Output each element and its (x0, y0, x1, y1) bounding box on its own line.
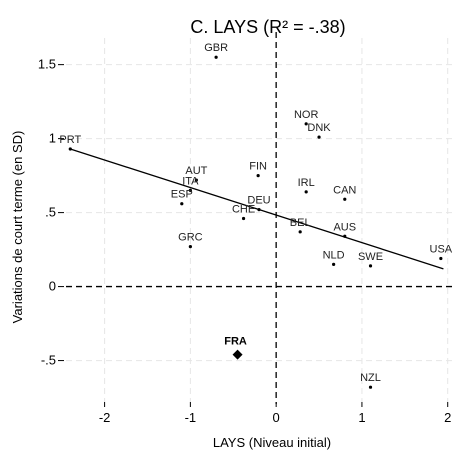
point-label: GBR (204, 42, 228, 54)
point-label: ESP (171, 189, 193, 201)
y-axis-label: Variations de court terme (en SD) (10, 131, 25, 324)
reference-lines (66, 32, 452, 404)
data-point (439, 256, 443, 261)
data-point (298, 230, 302, 234)
data-point (256, 174, 260, 178)
point-label: NLD (323, 249, 345, 261)
y-tick-label: -.5 (41, 353, 56, 368)
data-point (214, 55, 218, 59)
data-point (188, 245, 192, 249)
data-point (343, 197, 347, 201)
point-label: NZL (360, 372, 381, 384)
y-tick-label: .5 (45, 205, 56, 220)
point-label: AUT (185, 165, 207, 177)
point-label: GRC (178, 232, 203, 244)
point-label: FIN (249, 161, 267, 173)
highlight-point (232, 349, 243, 360)
point-label: DEU (247, 195, 270, 207)
fit-line (70, 148, 444, 270)
data-point (68, 147, 72, 151)
data-point (343, 234, 347, 238)
data-point (317, 135, 321, 139)
point-label: IRL (298, 177, 315, 189)
grid-layer (66, 38, 452, 402)
x-tick-label: -2 (99, 410, 111, 425)
data-point (368, 385, 373, 389)
data-point (241, 216, 246, 221)
data-point (304, 190, 308, 194)
x-tick-label: 0 (273, 410, 280, 425)
data-point (332, 262, 336, 266)
point-label: CHE (232, 204, 255, 216)
point-label: ITA (182, 175, 199, 187)
y-tick-label: 0 (49, 279, 56, 294)
point-label: SWE (358, 251, 383, 263)
data-point (368, 264, 373, 268)
point-label: BEL (290, 217, 311, 229)
y-tick-label: 1 (49, 131, 56, 146)
point-label: NOR (294, 109, 319, 121)
chart-title: C. LAYS (R² = -.38) (190, 17, 345, 37)
x-tick-label: -1 (185, 410, 197, 425)
data-point (188, 188, 192, 193)
data-point (194, 178, 198, 182)
point-label: PRT (59, 134, 81, 146)
axes: -2 -1 0 1 2 -.5 0 .5 1 1.5 (38, 57, 451, 425)
y-tick-label: 1.5 (38, 57, 56, 72)
data-point (257, 208, 261, 212)
point-label: CAN (333, 184, 356, 196)
x-axis-label: LAYS (Niveau initial) (213, 435, 331, 450)
point-label: USA (430, 243, 453, 255)
data-point (180, 202, 184, 206)
x-tick-label: 1 (358, 410, 365, 425)
data-point (304, 122, 308, 126)
fit-line-layer (70, 148, 444, 270)
highlight-point-label: FRA (224, 336, 247, 348)
point-label: AUS (333, 221, 356, 233)
x-tick-label: 2 (444, 410, 451, 425)
point-label: DNK (307, 122, 331, 134)
